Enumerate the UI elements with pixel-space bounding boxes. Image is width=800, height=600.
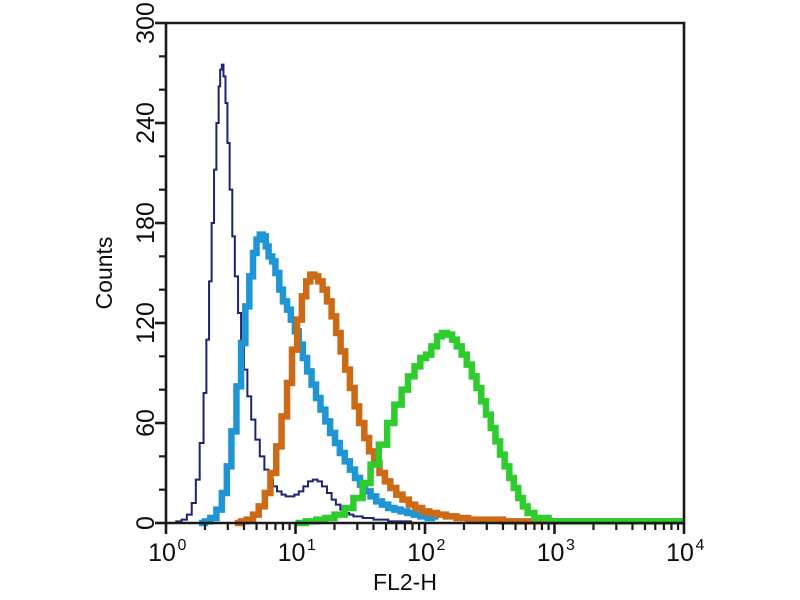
x-tick-label-group-10000: 10 4: [666, 537, 704, 567]
x-tick-label-exponent-10: 1: [307, 537, 316, 554]
x-tick-label-base-10000: 10: [666, 539, 694, 567]
histogram-trace-3: [295, 329, 684, 527]
x-tick-label-exponent-1: 0: [178, 537, 187, 554]
y-tick-label-180: 180: [132, 202, 160, 244]
y-tick-label-group-60: 60: [132, 409, 160, 437]
x-tick-label-base-100: 10: [407, 539, 435, 567]
y-tick-label-60: 60: [132, 409, 160, 437]
x-tick-label-group-100: 10 2: [407, 537, 445, 567]
x-tick-label-group-1: 10 0: [148, 537, 186, 567]
x-tick-label-base-10: 10: [278, 539, 306, 567]
x-tick-label-group-10: 10 1: [278, 537, 316, 567]
y-tick-label-0: 0: [132, 516, 160, 530]
histogram-trace-2: [234, 271, 684, 527]
y-tick-label-group-0: 0: [132, 516, 160, 530]
x-axis-title: FL2-H: [373, 569, 437, 595]
y-axis-title-group: Counts: [91, 237, 117, 310]
y-tick-label-group-180: 180: [132, 202, 160, 244]
x-tick-label-exponent-1000: 3: [566, 537, 575, 554]
axes-layer: [155, 21, 686, 534]
y-tick-label-120: 120: [132, 302, 160, 344]
y-axis-title: Counts: [91, 237, 117, 310]
y-tick-label-group-120: 120: [132, 302, 160, 344]
y-tick-label-group-240: 240: [132, 102, 160, 144]
y-tick-label-group-300: 300: [132, 2, 160, 44]
y-tick-label-240: 240: [132, 102, 160, 144]
histogram-trace-1: [199, 231, 439, 527]
y-tick-label-300: 300: [132, 2, 160, 44]
x-tick-label-exponent-100: 2: [437, 537, 446, 554]
plot-frame-top-right: [166, 21, 686, 523]
x-tick-label-exponent-10000: 4: [696, 537, 705, 554]
histogram-trace-0: [166, 63, 425, 524]
x-tick-label-group-1000: 10 3: [537, 537, 575, 567]
x-tick-label-base-1000: 10: [537, 539, 565, 567]
x-tick-label-base-1: 10: [148, 539, 176, 567]
traces-layer: [166, 63, 684, 527]
